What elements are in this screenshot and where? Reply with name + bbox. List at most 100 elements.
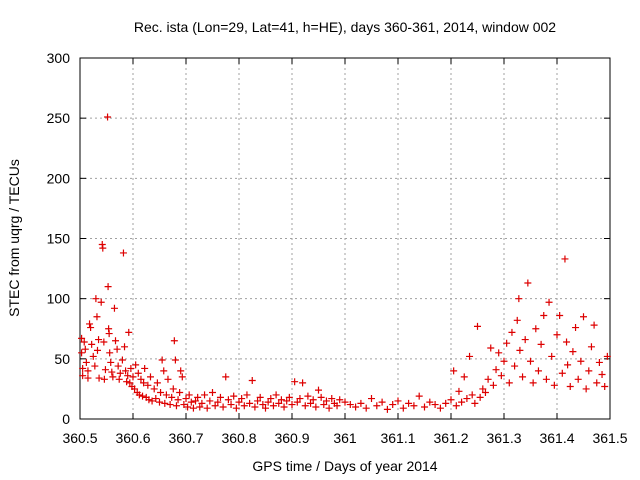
data-point-marker — [495, 349, 503, 357]
data-point-marker — [383, 405, 391, 413]
data-point-marker — [146, 373, 154, 381]
y-tick-label: 0 — [62, 411, 70, 427]
data-point-marker — [521, 336, 529, 344]
data-point-marker — [572, 324, 580, 332]
y-tick-label: 100 — [47, 291, 71, 307]
data-point-marker — [447, 396, 455, 404]
data-point-marker — [264, 398, 272, 406]
data-point-marker — [211, 402, 219, 410]
y-tick-label: 250 — [47, 110, 71, 126]
grid-lines — [79, 57, 611, 420]
data-point-marker — [93, 346, 101, 354]
data-point-marker — [524, 279, 532, 287]
data-point-marker — [537, 340, 545, 348]
data-point-marker — [333, 402, 341, 410]
data-point-marker — [267, 395, 275, 403]
data-point-marker — [79, 364, 87, 372]
data-point-marker — [97, 298, 105, 306]
x-axis-label: GPS time / Days of year 2014 — [252, 458, 437, 474]
data-point-marker — [503, 339, 511, 347]
data-point-marker — [235, 398, 243, 406]
data-point-marker — [259, 401, 267, 409]
data-point-marker — [577, 357, 585, 365]
data-point-marker — [129, 373, 137, 381]
data-point-marker — [471, 399, 479, 407]
data-point-marker — [301, 402, 309, 410]
data-point-marker — [101, 366, 109, 374]
data-point-marker — [291, 378, 299, 386]
data-point-marker — [346, 401, 354, 409]
data-point-marker — [126, 379, 134, 387]
data-point-marker — [78, 334, 86, 342]
data-point-marker — [81, 345, 89, 353]
data-point-marker — [458, 398, 466, 406]
data-point-marker — [563, 338, 571, 346]
data-point-marker — [148, 397, 156, 405]
data-point-marker — [158, 356, 166, 364]
data-point-marker — [78, 349, 86, 357]
data-point-marker — [84, 367, 92, 375]
data-point-marker — [603, 352, 611, 360]
data-point-marker — [315, 386, 322, 394]
data-point-marker — [585, 367, 593, 375]
data-point-marker — [184, 403, 192, 411]
data-point-marker — [341, 398, 349, 406]
data-point-marker — [134, 369, 142, 377]
data-point-marker — [389, 401, 397, 409]
data-point-marker — [394, 397, 402, 405]
x-tick-label: 360.5 — [62, 430, 97, 446]
data-point-marker — [548, 352, 556, 360]
data-point-marker — [152, 395, 160, 403]
data-point-marker — [180, 401, 188, 409]
x-tick-label: 360.8 — [221, 430, 256, 446]
data-point-marker — [529, 379, 537, 387]
data-point-marker — [246, 399, 254, 407]
data-point-marker — [171, 356, 179, 364]
data-point-marker — [587, 343, 595, 351]
x-tick-label: 361.4 — [539, 430, 574, 446]
data-point-marker — [492, 366, 500, 374]
data-point-marker — [299, 379, 307, 387]
data-point-marker — [114, 362, 122, 370]
data-point-marker — [131, 385, 139, 393]
data-point-marker — [201, 391, 209, 399]
data-point-marker — [580, 313, 587, 321]
data-point-marker — [187, 398, 195, 406]
data-point-marker — [545, 298, 553, 306]
data-point-marker — [516, 346, 524, 354]
data-point-marker — [150, 385, 158, 393]
chart-title: Rec. ista (Lon=29, Lat=41, h=HE), days 3… — [134, 19, 556, 35]
data-point-marker — [168, 393, 176, 401]
data-point-marker — [566, 383, 574, 391]
data-point-marker — [542, 375, 550, 383]
data-point-marker — [513, 316, 521, 324]
data-point-marker — [484, 375, 492, 383]
data-point-marker — [174, 396, 182, 404]
data-point-marker — [100, 375, 108, 383]
data-point-marker — [463, 395, 471, 403]
data-point-marker — [399, 404, 407, 412]
data-point-marker — [124, 372, 132, 380]
data-point-marker — [307, 399, 315, 407]
data-point-marker — [254, 397, 262, 405]
data-point-marker — [182, 395, 190, 403]
data-point-marker — [322, 397, 330, 405]
data-point-marker — [505, 379, 513, 387]
data-point-marker — [489, 381, 497, 389]
data-point-marker — [468, 391, 476, 399]
data-point-marker — [277, 396, 285, 404]
data-point-marker — [426, 398, 434, 406]
data-point-marker — [320, 401, 328, 409]
data-point-marker — [466, 352, 474, 360]
data-point-marker — [243, 391, 251, 399]
data-point-marker — [474, 322, 481, 330]
data-point-marker — [373, 402, 381, 410]
data-point-marker — [232, 404, 240, 412]
data-point-marker — [317, 393, 325, 401]
data-point-marker — [194, 393, 202, 401]
data-point-marker — [209, 389, 216, 397]
data-point-marker — [248, 376, 256, 384]
data-point-marker — [91, 362, 99, 370]
data-point-marker — [574, 375, 582, 383]
data-point-marker — [368, 395, 375, 403]
